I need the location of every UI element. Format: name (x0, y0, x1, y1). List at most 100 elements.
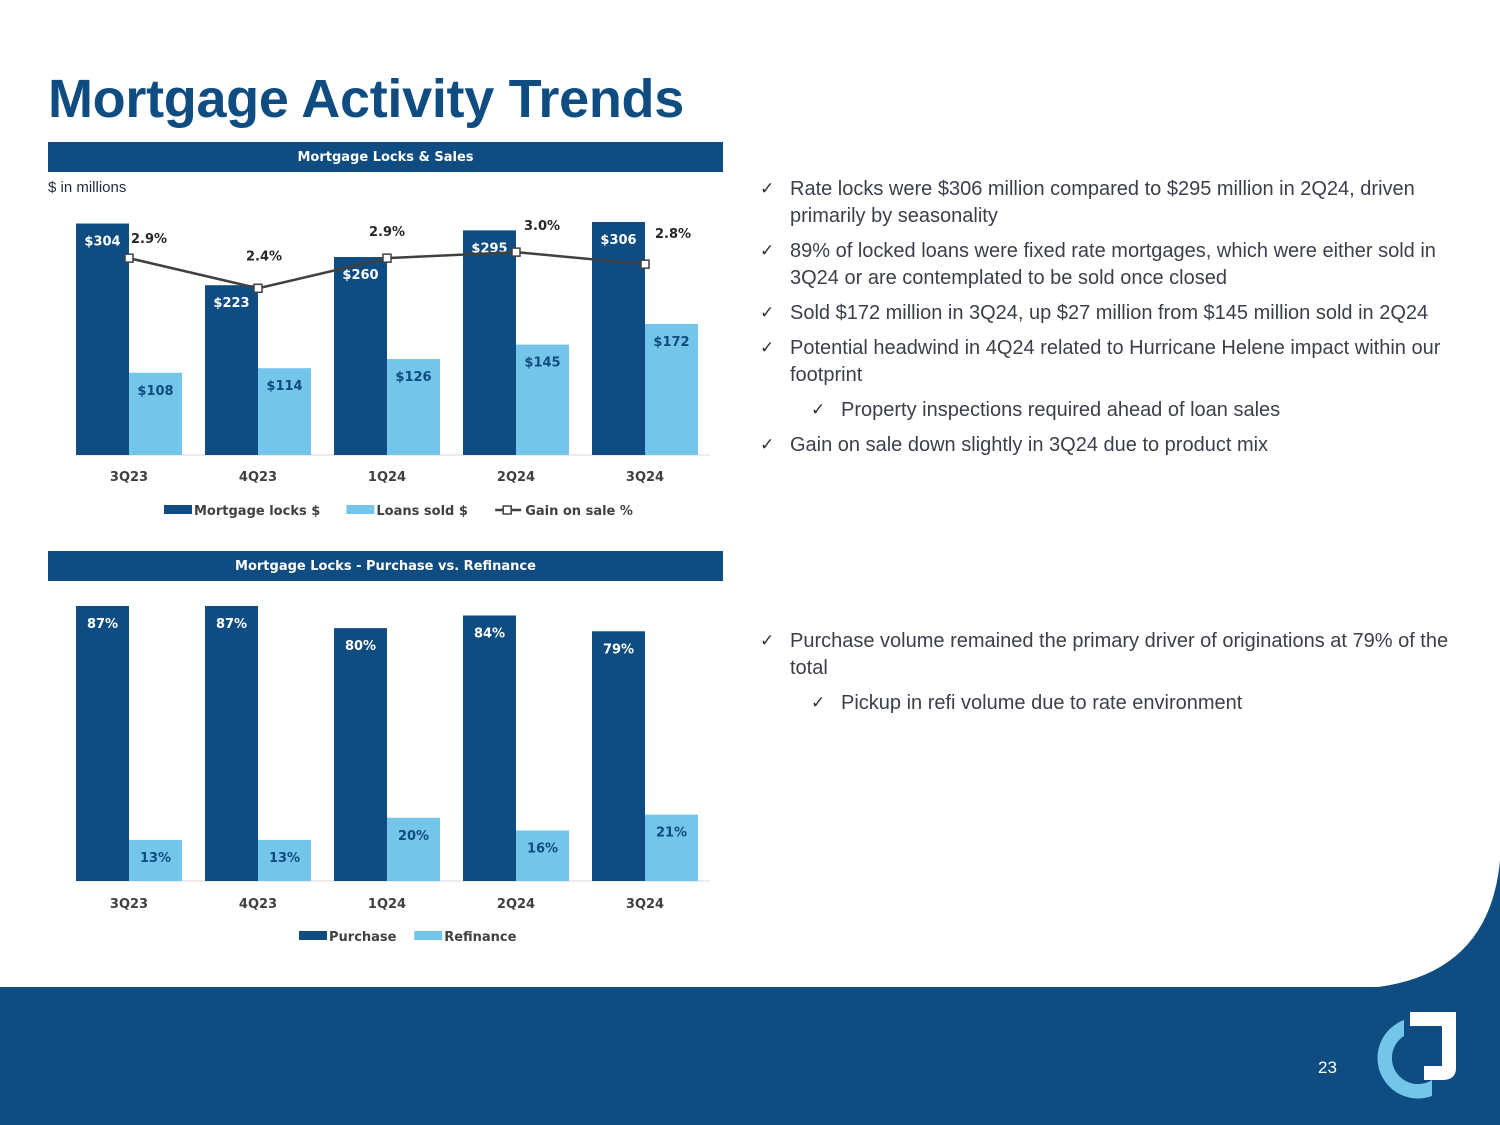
data-label-loans-sold: $172 (653, 335, 689, 350)
slide-title: Mortgage Activity Trends (48, 69, 684, 129)
purchase-refi-header: Mortgage Locks - Purchase vs. Refinance (48, 551, 723, 581)
bar-purchase-3q23 (76, 606, 129, 881)
bar-mortgage-locks-1q24 (334, 257, 387, 455)
commentary-bottom: ✓ Purchase volume remained the primary dr… (760, 628, 1450, 725)
data-label-refinance: 13% (269, 851, 300, 866)
gain-on-sale-label: 2.8% (655, 227, 691, 242)
bar-loans-sold-2q24 (516, 344, 569, 455)
legend-swatch-purchase (299, 931, 327, 940)
data-label-purchase: 87% (87, 617, 118, 632)
legend-swatch-mortgage-locks (164, 505, 192, 514)
bullet-text: Pickup in refi volume due to rate enviro… (841, 692, 1243, 714)
bar-refinance-3q23 (129, 839, 182, 881)
bullet-text: Rate locks were $306 million compared to… (790, 178, 1415, 227)
bar-refinance-1q24 (387, 817, 440, 881)
gain-on-sale-point-4q23 (253, 283, 263, 294)
checkmark-icon: ✓ (760, 435, 775, 455)
legend-swatch-refinance (414, 931, 443, 940)
legend-marker-gain-on-sale (502, 505, 512, 515)
bullet-text: Property inspections required ahead of l… (841, 399, 1281, 421)
bullet-text: Sold $172 million in 3Q24, up $27 millio… (790, 302, 1429, 324)
legend-label-mortgage-locks: Mortgage locks $ (194, 504, 320, 519)
gain-on-sale-point-3q24 (640, 259, 650, 269)
data-label-purchase: 80% (345, 639, 376, 654)
units-note: $ in millions (48, 179, 127, 196)
bar-purchase-4q23 (205, 606, 258, 881)
bar-loans-sold-1q24 (387, 359, 440, 455)
data-label-mortgage-locks: $306 (600, 233, 636, 248)
legend-label-loans-sold: Loans sold $ (376, 504, 468, 519)
data-label-loans-sold: $145 (524, 356, 560, 371)
legend-label-purchase: Purchase (329, 930, 397, 945)
gain-on-sale-label: 2.9% (369, 225, 405, 240)
x-tick-label: 2Q24 (497, 897, 535, 912)
bar-mortgage-locks-4q23 (205, 285, 258, 455)
footer-shape (0, 860, 1500, 1125)
x-tick-label: 1Q24 (368, 470, 406, 485)
x-tick-label: 3Q23 (110, 470, 148, 485)
x-tick-label: 2Q24 (497, 470, 535, 485)
bullet-item: ✓ Purchase volume remained the primary dr… (760, 628, 1450, 682)
data-label-purchase: 79% (603, 642, 634, 657)
data-label-mortgage-locks: $304 (84, 235, 120, 250)
bullet-item: ✓ Rate locks were $306 million compared t… (760, 176, 1450, 230)
logo-arc (1377, 1020, 1432, 1099)
data-label-loans-sold: $108 (137, 384, 173, 399)
x-tick-label: 4Q23 (239, 897, 277, 912)
gain-on-sale-point-1q24 (382, 253, 392, 263)
x-tick-label: 4Q23 (239, 470, 277, 485)
checkmark-icon: ✓ (760, 303, 775, 323)
bullet-text: 89% of locked loans were fixed rate mort… (790, 240, 1436, 289)
bar-loans-sold-3q24 (645, 324, 698, 455)
bar-refinance-4q23 (258, 839, 311, 881)
checkmark-icon: ✓ (811, 400, 826, 420)
legend-label-refinance: Refinance (444, 930, 516, 945)
commentary-top: ✓ Rate locks were $306 million compared t… (760, 176, 1450, 467)
data-label-refinance: 21% (656, 826, 687, 841)
company-logo-icon (1377, 1012, 1456, 1099)
bullet-item: ✓ Gain on sale down slightly in 3Q24 due … (760, 432, 1450, 459)
data-label-purchase: 84% (474, 626, 505, 641)
logo-hook (1410, 1012, 1456, 1080)
gain-on-sale-point-3q23 (124, 253, 134, 263)
sub-bullet-item: ✓ Property inspections required ahead of … (811, 397, 1450, 424)
page-number: 23 (1318, 1058, 1337, 1077)
gain-on-sale-label: 3.0% (524, 219, 560, 234)
checkmark-icon: ✓ (811, 693, 826, 713)
data-label-mortgage-locks: $260 (342, 268, 378, 283)
data-label-mortgage-locks: $223 (213, 296, 249, 311)
bar-purchase-1q24 (334, 628, 387, 881)
checkmark-icon: ✓ (760, 338, 775, 358)
data-label-purchase: 87% (216, 617, 247, 632)
checkmark-icon: ✓ (760, 241, 775, 261)
bullet-text: Potential headwind in 4Q24 related to Hu… (790, 337, 1441, 386)
legend-label-gain-on-sale: Gain on sale % (525, 504, 633, 519)
bar-mortgage-locks-2q24 (463, 230, 516, 455)
x-tick-label: 3Q23 (110, 897, 148, 912)
data-label-refinance: 13% (140, 851, 171, 866)
bar-mortgage-locks-3q23 (76, 223, 129, 455)
bullet-text: Gain on sale down slightly in 3Q24 due t… (790, 434, 1269, 456)
data-label-refinance: 16% (527, 841, 558, 856)
gain-on-sale-label: 2.4% (246, 249, 282, 264)
bar-loans-sold-4q23 (258, 368, 311, 455)
bar-purchase-2q24 (463, 615, 516, 881)
bar-purchase-3q24 (592, 631, 645, 881)
x-tick-label: 1Q24 (368, 897, 406, 912)
bullet-item: ✓ Sold $172 million in 3Q24, up $27 milli… (760, 300, 1450, 327)
data-label-loans-sold: $114 (266, 379, 302, 394)
bullet-item: ✓ 89% of locked loans were fixed rate mor… (760, 238, 1450, 292)
gain-on-sale-label: 2.9% (131, 232, 167, 247)
bar-refinance-2q24 (516, 830, 569, 881)
checkmark-icon: ✓ (760, 179, 775, 199)
bar-refinance-3q24 (645, 814, 698, 881)
bullet-item: ✓ Potential headwind in 4Q24 related to H… (760, 335, 1450, 389)
gain-on-sale-point-2q24 (511, 247, 521, 257)
x-tick-label: 3Q24 (626, 897, 664, 912)
checkmark-icon: ✓ (760, 631, 775, 651)
x-tick-label: 3Q24 (626, 470, 664, 485)
bar-loans-sold-3q23 (129, 372, 182, 455)
